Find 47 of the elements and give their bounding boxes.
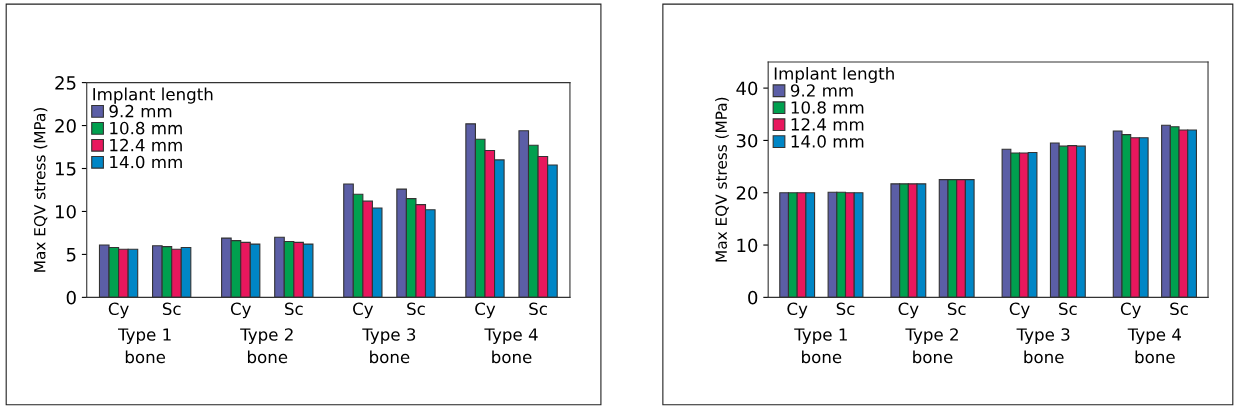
x-tick-label: Sc — [285, 302, 303, 316]
legend-label: 12.4 mm — [791, 118, 864, 131]
legend-label: 10.8 mm — [791, 101, 864, 114]
x-tick-label: Cy — [230, 302, 251, 319]
text: Type 1 bone — [794, 328, 847, 364]
y-tick-label: 40 — [736, 81, 758, 96]
y-tick-label: 30 — [736, 133, 758, 148]
legend-title: Implant length — [93, 87, 213, 104]
legend-title: Implant length — [774, 66, 894, 84]
text: Type 3 bone — [362, 328, 416, 364]
x-tick-label: Cy — [475, 302, 496, 319]
y-tick-label: 20 — [736, 186, 758, 200]
text: Type 1 bone — [118, 328, 171, 364]
x-tick-label: Sc — [529, 302, 547, 316]
y-tick-label: 5 — [66, 248, 76, 262]
text: Type 3 bone — [1016, 328, 1070, 364]
y-tick-label: 15 — [56, 162, 76, 176]
legend-label: 9.2 mm — [790, 84, 853, 97]
x-tick-label: Cy — [898, 302, 919, 319]
x-tick-label: Sc — [162, 302, 181, 316]
y-tick-label: 10 — [737, 238, 758, 253]
legend-label: 14.0 mm — [110, 155, 182, 169]
y-tick-label: 25 — [55, 76, 76, 90]
x-tick-label: Sc — [1059, 302, 1077, 316]
x-tick-label: Sc — [947, 302, 966, 316]
legend-label: 12.4 mm — [110, 138, 182, 152]
legend-label: 10.8 mm — [110, 121, 182, 135]
y-axis-title: Max EQV stress (MPa) — [715, 97, 729, 262]
x-tick-label: Sc — [407, 302, 425, 316]
x-tick-label: Sc — [836, 302, 855, 316]
y-tick-label: 20 — [55, 119, 76, 133]
text: Type 4 bone — [1127, 328, 1182, 364]
x-tick-label: Cy — [353, 302, 374, 319]
legend-label: 14.0 mm — [791, 135, 864, 148]
text: Type 2 bone — [240, 328, 293, 364]
legend-label: 9.2 mm — [109, 104, 172, 118]
y-tick-label: 0 — [66, 290, 76, 305]
x-tick-label: Sc — [1170, 302, 1188, 316]
text: Type 4 bone — [484, 328, 538, 364]
y-tick-label: 10 — [56, 204, 76, 219]
y-axis-title: Max EQV stress (MPa) — [33, 108, 48, 272]
x-tick-label: Cy — [1009, 302, 1030, 319]
x-tick-label: Cy — [108, 302, 129, 319]
x-tick-label: Cy — [1120, 302, 1141, 319]
x-tick-label: Cy — [787, 302, 808, 319]
y-tick-label: 0 — [748, 290, 758, 305]
text: Type 2 bone — [905, 328, 958, 364]
